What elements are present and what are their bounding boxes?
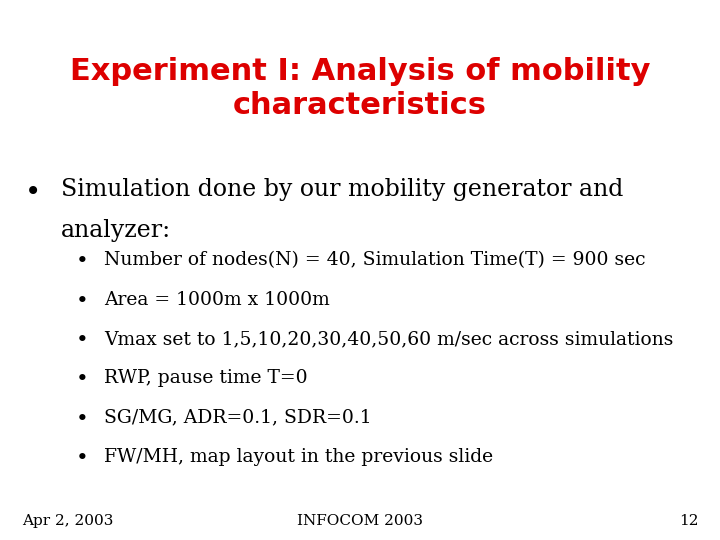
Text: •: •	[76, 409, 89, 429]
Text: •: •	[76, 369, 89, 389]
Text: Apr 2, 2003: Apr 2, 2003	[22, 514, 113, 528]
Text: Experiment I: Analysis of mobility
characteristics: Experiment I: Analysis of mobility chara…	[70, 57, 650, 120]
Text: Number of nodes(N) = 40, Simulation Time(T) = 900 sec: Number of nodes(N) = 40, Simulation Time…	[104, 251, 646, 269]
Text: analyzer:: analyzer:	[61, 219, 171, 242]
Text: Area = 1000m x 1000m: Area = 1000m x 1000m	[104, 291, 330, 308]
Text: INFOCOM 2003: INFOCOM 2003	[297, 514, 423, 528]
Text: SG/MG, ADR=0.1, SDR=0.1: SG/MG, ADR=0.1, SDR=0.1	[104, 409, 372, 427]
Text: RWP, pause time T=0: RWP, pause time T=0	[104, 369, 308, 387]
Text: FW/MH, map layout in the previous slide: FW/MH, map layout in the previous slide	[104, 448, 493, 466]
Text: Vmax set to 1,5,10,20,30,40,50,60 m/sec across simulations: Vmax set to 1,5,10,20,30,40,50,60 m/sec …	[104, 330, 674, 348]
Text: Simulation done by our mobility generator and: Simulation done by our mobility generato…	[61, 178, 624, 201]
Text: •: •	[76, 448, 89, 468]
Text: •: •	[76, 251, 89, 271]
Text: •: •	[76, 291, 89, 310]
Text: •: •	[25, 178, 42, 206]
Text: 12: 12	[679, 514, 698, 528]
Text: •: •	[76, 330, 89, 350]
